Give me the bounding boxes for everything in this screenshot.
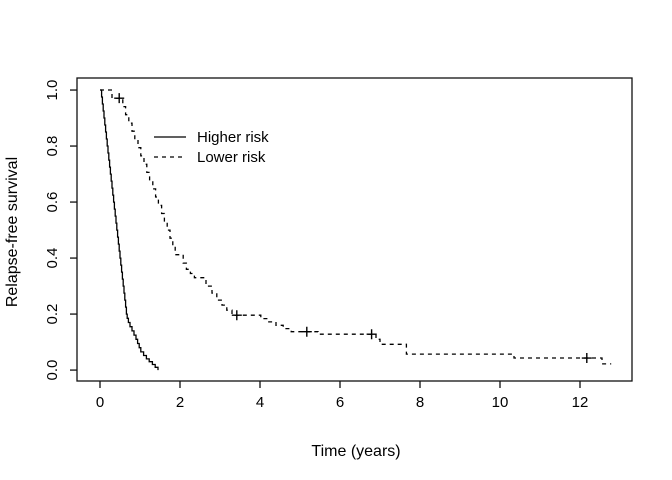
- x-tick-label: 10: [492, 394, 509, 411]
- survival-curve-lower-risk: [100, 89, 612, 365]
- censor-mark: [231, 310, 242, 321]
- y-tick-label: 1.0: [44, 80, 61, 101]
- x-tick-label: 0: [96, 394, 104, 411]
- legend-label-lower-risk: Lower risk: [197, 149, 266, 166]
- y-tick-label: 0.2: [44, 304, 61, 325]
- axes: 0 2 4 6 8 10 12 0.0 0.2 0.4 0.6 0.8 1.0: [44, 77, 633, 411]
- y-tick-label: 0.8: [44, 136, 61, 157]
- plot-box: [76, 77, 633, 382]
- censor-mark: [366, 329, 377, 340]
- x-axis-title: Time (years): [311, 443, 400, 460]
- legend-label-higher-risk: Higher risk: [197, 129, 269, 146]
- legend: Higher risk Lower risk: [154, 129, 269, 166]
- x-tick-label: 12: [572, 394, 589, 411]
- x-tick-label: 8: [416, 394, 424, 411]
- survival-curve-higher-risk: [100, 89, 159, 371]
- y-axis-title: Relapse-free survival: [4, 157, 21, 307]
- censor-mark: [581, 353, 592, 364]
- censor-mark: [301, 326, 312, 337]
- series-curves: [100, 89, 612, 371]
- x-tick-label: 2: [176, 394, 184, 411]
- x-tick-label: 4: [256, 394, 264, 411]
- y-tick-label: 0.4: [44, 248, 61, 269]
- y-tick-label: 0.6: [44, 192, 61, 213]
- x-tick-label: 6: [336, 394, 344, 411]
- y-tick-label: 0.0: [44, 360, 61, 381]
- censor-mark: [114, 93, 125, 104]
